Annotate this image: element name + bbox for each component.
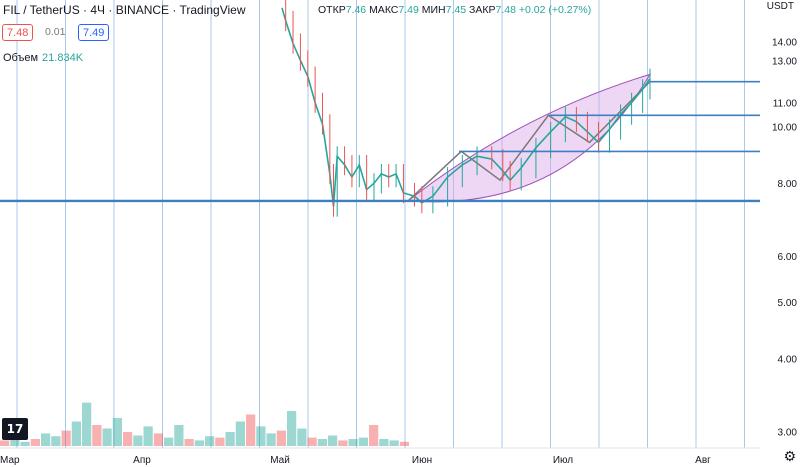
volume-bar xyxy=(379,439,389,446)
volume-bar xyxy=(82,402,92,446)
volume-label: Объем xyxy=(3,52,39,64)
price-tick-label: 5.00 xyxy=(778,298,798,309)
high-label: МАКС xyxy=(369,4,399,16)
time-tick-label: Мар xyxy=(0,455,20,466)
price-axis[interactable]: 14.00 13.00 11.00 10.00 8.00 6.00 5.00 4.00 3.00 xyxy=(760,0,800,467)
volume-bar xyxy=(102,428,112,446)
open-value: 7.46 xyxy=(345,4,367,16)
volume-bar xyxy=(51,436,61,446)
low-label: МИН xyxy=(421,4,446,16)
volume-bar xyxy=(369,425,379,446)
sell-button[interactable]: 7.48 xyxy=(2,24,34,41)
time-axis[interactable]: Мар Апр Май Июн Июл Авг xyxy=(0,447,760,466)
volume-bar xyxy=(256,426,266,446)
time-tick-label: Апр xyxy=(133,455,151,466)
volume-bar xyxy=(133,435,143,446)
volume-bar xyxy=(358,437,368,446)
tradingview-logo-icon[interactable]: 17 xyxy=(2,418,28,440)
volume-legend: Объем 21.834K xyxy=(3,52,83,64)
settings-gear-icon[interactable]: ⚙ xyxy=(783,449,796,465)
volume-bar xyxy=(112,418,122,446)
volume-bar xyxy=(205,436,215,446)
volume-value: 21.834K xyxy=(42,52,84,64)
volume-bar xyxy=(235,421,245,446)
volume-bar xyxy=(246,414,256,446)
volume-bar xyxy=(0,440,10,446)
price-tick-label: 13.00 xyxy=(772,56,797,67)
spread-value: 0.01 xyxy=(45,26,66,38)
change-value: +0.02 (+0.27%) xyxy=(518,4,592,16)
vertical-grid xyxy=(16,0,745,448)
price-tick-label: 14.00 xyxy=(772,38,797,49)
price-tick-label: 3.00 xyxy=(778,427,798,438)
low-value: 7.45 xyxy=(445,4,467,16)
volume-bar xyxy=(307,437,317,446)
price-axis-bg xyxy=(760,0,800,467)
cup-arc xyxy=(406,73,652,203)
volume-bar xyxy=(317,439,327,446)
price-tick-label: 10.00 xyxy=(772,123,797,134)
symbol-title: FIL / TetherUS · 4Ч · BINANCE · TradingV… xyxy=(3,3,246,17)
price-tick-label: 11.00 xyxy=(773,99,798,110)
volume-bar xyxy=(30,439,40,446)
volume-bar xyxy=(153,433,163,446)
volume-bar xyxy=(61,430,71,446)
horizontal-levels[interactable]: 11.9510.469.077.487.46 xyxy=(0,73,800,216)
time-tick-label: Июл xyxy=(553,455,573,466)
time-tick-label: Май xyxy=(270,455,290,466)
volume-bar xyxy=(143,426,153,446)
volume-bar xyxy=(215,437,225,446)
volume-bar xyxy=(389,440,399,446)
price-tick-label: 6.00 xyxy=(778,252,798,263)
volume-bar xyxy=(297,428,307,446)
close-value: 7.48 xyxy=(495,4,516,16)
volume-bar xyxy=(194,440,204,446)
volume-bar xyxy=(328,435,338,446)
cup-pattern xyxy=(406,73,652,203)
volume-bar xyxy=(338,440,348,446)
volume-bar xyxy=(184,439,194,446)
volume-bar xyxy=(164,437,174,446)
volume-bar xyxy=(348,439,358,446)
price-tick-label: 8.00 xyxy=(778,179,798,190)
high-value: 7.49 xyxy=(398,4,419,16)
volume-bar xyxy=(20,441,30,446)
close-label: ЗАКР xyxy=(469,4,496,16)
volume-bar xyxy=(123,432,133,446)
volume-bar xyxy=(225,432,235,446)
time-tick-label: Авг xyxy=(695,455,711,466)
price-line xyxy=(281,7,651,207)
buy-button[interactable]: 7.49 xyxy=(78,24,110,41)
volume-bar xyxy=(399,441,409,446)
volume-bar xyxy=(71,421,81,446)
open-label: ОТКР xyxy=(318,4,346,16)
volume-bar xyxy=(92,425,102,446)
pattern-zigzag xyxy=(407,81,651,202)
price-tick-label: 4.00 xyxy=(778,355,798,366)
volume-bar xyxy=(276,430,286,446)
currency-label: USDT xyxy=(766,1,794,12)
time-tick-label: Июн xyxy=(412,455,432,466)
volume-bar xyxy=(41,433,51,446)
volume-bars xyxy=(0,402,409,446)
volume-bar xyxy=(266,433,276,446)
volume-bar xyxy=(10,437,20,446)
volume-bar xyxy=(287,411,297,446)
ohlc-readout: ОТКР7.46 МАКС7.49 МИН7.45 ЗАКР7.48 +0.02… xyxy=(318,4,591,16)
volume-bar xyxy=(174,425,184,446)
